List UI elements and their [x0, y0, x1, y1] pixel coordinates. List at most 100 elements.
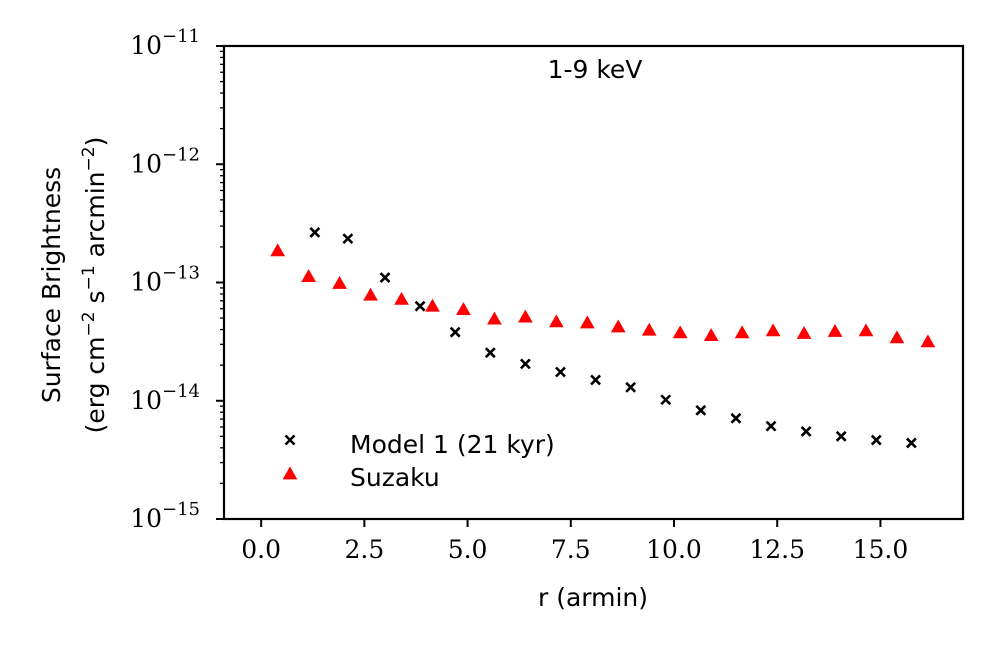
y-tick-exponent: −12: [162, 144, 200, 165]
minor-ticks: [220, 50, 224, 485]
x-marker-stroke: [695, 404, 707, 416]
legend: Model 1 (21 kyr) Suzaku: [282, 430, 555, 492]
x-tick-label: 15.0: [853, 535, 909, 564]
x-marker-stroke: [625, 381, 637, 393]
x-marker-stroke: [905, 437, 917, 449]
x-marker-stroke: [800, 426, 812, 437]
legend-label-suzaku: Suzaku: [350, 463, 440, 492]
model-1-point: [309, 227, 321, 238]
x-tick-label: 2.5: [344, 535, 384, 564]
suzaku-point: [858, 323, 874, 337]
suzaku-point: [456, 302, 471, 315]
y-tick-base: 10: [130, 386, 162, 415]
y-units-sup2: −1: [79, 265, 99, 290]
x-marker-stroke: [449, 326, 461, 338]
y-tick-base: 10: [130, 149, 162, 178]
y-tick-label: 10−14: [130, 381, 200, 415]
x-tick-label: 12.5: [749, 535, 805, 564]
legend-triangle-marker: [282, 466, 298, 480]
y-units-mid1: s: [81, 290, 110, 311]
y-units-sup3: −2: [79, 146, 99, 171]
suzaku-point: [889, 330, 905, 344]
x-marker-stroke: [590, 374, 601, 386]
x-marker-stroke: [379, 272, 391, 284]
model-1-point: [870, 434, 882, 446]
suzaku-point: [394, 291, 409, 305]
x-marker-stroke: [519, 358, 531, 370]
suzaku-point: [796, 326, 812, 339]
model-1-point: [765, 420, 777, 432]
y-tick-exponent: −11: [162, 26, 200, 47]
y-tick-base: 10: [130, 268, 162, 297]
suzaku-point: [672, 325, 688, 339]
y-units-mid2: arcmin: [81, 171, 110, 265]
model-1-point: [835, 430, 847, 442]
x-axis-label: r (armin): [538, 583, 648, 612]
suzaku-point: [363, 287, 378, 301]
suzaku-point: [579, 315, 595, 329]
model-1-point: [695, 404, 707, 416]
model-1-point: [379, 272, 391, 284]
model-1-point: [414, 300, 426, 312]
x-marker-stroke: [414, 300, 426, 312]
x-marker-stroke: [342, 233, 354, 245]
y-tick-exponent: −14: [162, 381, 200, 402]
x-tick-label: 5.0: [448, 535, 488, 564]
chart-title: 1-9 keV: [548, 55, 643, 84]
model-1-point: [555, 366, 566, 378]
legend-marker-suzaku: [282, 466, 298, 480]
y-units-sup1: −2: [79, 311, 99, 336]
plot-frame: [222, 44, 965, 521]
y-tick-exponent: −13: [162, 263, 200, 284]
model-1-point: [590, 374, 601, 386]
series-suzaku: [270, 243, 936, 348]
x-marker-stroke: [765, 420, 777, 432]
x-tick-label: 7.5: [551, 535, 591, 564]
suzaku-point: [641, 322, 657, 336]
model-1-point: [519, 358, 531, 370]
suzaku-point: [301, 269, 316, 283]
model-1-point: [905, 437, 917, 449]
y-axis-units: (erg cm−2 s−1 arcmin−2): [79, 137, 110, 434]
y-units-prefix: (erg cm: [81, 336, 110, 433]
model-1-point: [730, 412, 742, 424]
suzaku-point: [610, 319, 626, 333]
x-marker-stroke: [730, 412, 742, 424]
model-1-point: [800, 426, 812, 437]
x-tick-label: 10.0: [646, 535, 702, 564]
model-1-point: [449, 326, 461, 338]
axes: [222, 44, 965, 521]
y-tick-exponent: −15: [162, 499, 200, 520]
suzaku-point: [827, 324, 843, 337]
suzaku-point: [734, 325, 750, 339]
y-tick-base: 10: [130, 504, 162, 533]
suzaku-point: [332, 276, 347, 289]
suzaku-point: [270, 243, 286, 257]
legend-x-marker: [284, 434, 296, 446]
y-tick-label: 10−15: [130, 499, 200, 533]
legend-marker-model-1: [284, 434, 296, 446]
x-marker-stroke: [309, 227, 321, 238]
suzaku-point: [425, 298, 440, 312]
y-tick-base: 10: [130, 31, 162, 60]
series-model-1: [309, 227, 917, 449]
x-marker-stroke: [284, 434, 296, 446]
x-marker-stroke: [484, 347, 496, 359]
suzaku-point: [703, 328, 719, 342]
x-tick-label: 0.0: [241, 535, 281, 564]
suzaku-point: [487, 311, 502, 325]
x-marker-stroke: [555, 366, 566, 378]
suzaku-point: [548, 314, 564, 328]
model-1-point: [625, 381, 637, 393]
y-axis-label: Surface Brightness: [37, 167, 66, 403]
legend-label-model-1: Model 1 (21 kyr): [350, 430, 555, 459]
model-1-point: [660, 394, 672, 406]
x-marker-stroke: [870, 434, 882, 446]
x-marker-stroke: [835, 430, 847, 442]
y-tick-label: 10−11: [130, 26, 200, 60]
suzaku-point: [765, 323, 781, 337]
model-1-point: [342, 233, 354, 245]
x-ticks: 0.0 2.5 5.0 7.5 10.0 12.5 15.0: [241, 519, 908, 564]
